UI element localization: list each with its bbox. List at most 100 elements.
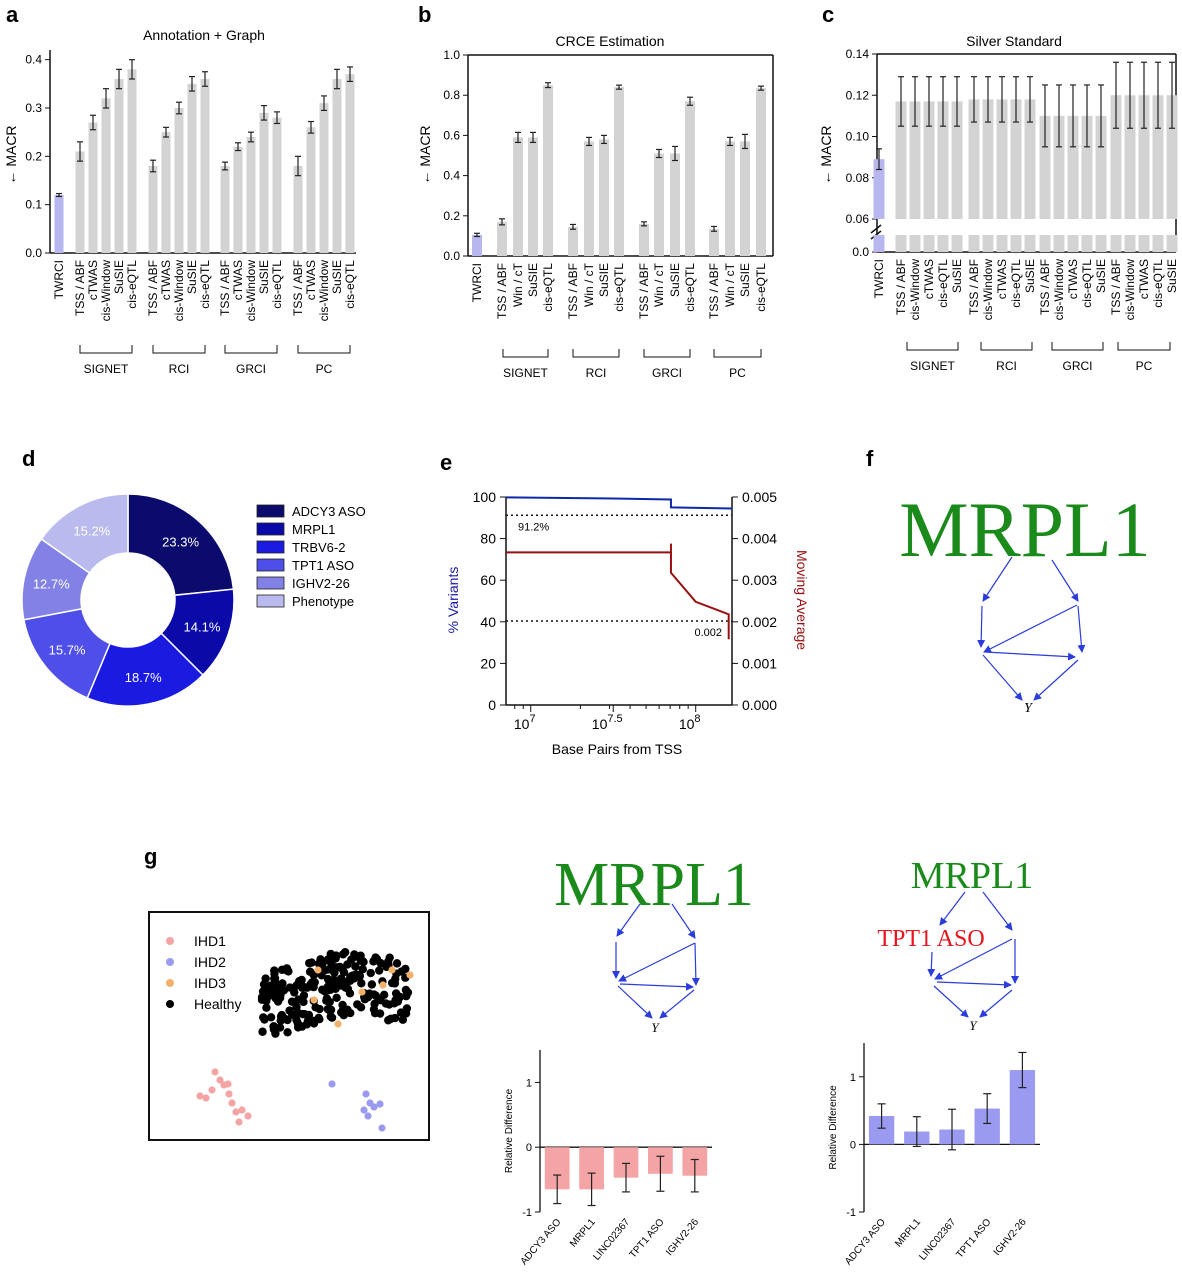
y-tick-label: -1 xyxy=(522,1207,532,1219)
chart-g1: -1 0 1 Relative Difference ADCY3 ASO MRPL1LIN… xyxy=(504,1050,712,1267)
y2-tick-label: 0.005 xyxy=(742,489,777,505)
graph-edge xyxy=(1077,605,1086,653)
bar xyxy=(75,151,85,253)
graph-f-outcome: Y xyxy=(1024,701,1034,716)
category-label: cis-eQTL xyxy=(198,260,212,309)
bar xyxy=(1166,95,1178,219)
graph-f-title: MRPL1 xyxy=(899,486,1150,573)
y-tick-label: 0.4 xyxy=(25,53,42,67)
scatter-point xyxy=(357,979,366,988)
bar-lower xyxy=(1138,235,1150,252)
category-label: TSS / ABF xyxy=(967,259,981,315)
category-label: MRPL1 xyxy=(568,1217,598,1250)
scatter-point xyxy=(258,1027,267,1036)
group-bracket xyxy=(980,342,1033,351)
category-label: cTWAS xyxy=(304,260,318,300)
scatter-point xyxy=(314,966,322,974)
bar xyxy=(968,99,980,219)
category-label: SuSIE xyxy=(1023,259,1037,293)
category-label: TSS / ABF xyxy=(495,263,509,319)
category-label: SuSIE xyxy=(738,263,752,297)
scatter-point xyxy=(211,1068,219,1076)
x-tick-label: 107 xyxy=(514,713,536,732)
scatter-point xyxy=(406,971,414,979)
legend-label: Phenotype xyxy=(292,594,354,609)
bar xyxy=(599,139,609,256)
bar-lower xyxy=(909,235,921,252)
bar xyxy=(187,83,197,253)
bar xyxy=(982,99,994,219)
bar xyxy=(293,166,303,253)
scatter-point xyxy=(374,994,384,1004)
bar xyxy=(200,79,210,253)
bar xyxy=(923,101,935,219)
chart-c-ylabel: ← MACR xyxy=(818,125,834,184)
chart-e-xlabel: Base Pairs from TSS xyxy=(552,741,682,757)
graph-edge xyxy=(671,903,696,939)
scatter-point xyxy=(385,1000,394,1009)
group-bracket xyxy=(297,345,351,354)
bar xyxy=(528,137,538,256)
scatter-point xyxy=(232,1108,240,1116)
scatter-point xyxy=(360,1106,368,1114)
group-label: SIGNET xyxy=(503,366,548,380)
scatter-point xyxy=(366,968,375,978)
category-label: TSS / ABF xyxy=(73,260,87,316)
bar xyxy=(513,137,523,256)
category-label: TSS / ABF xyxy=(291,260,305,316)
bar xyxy=(1039,115,1051,219)
graph-edge xyxy=(933,985,969,1018)
bar xyxy=(148,166,158,253)
donut-slice xyxy=(127,493,235,597)
scatter-point xyxy=(376,1100,384,1108)
scatter-point xyxy=(270,974,279,983)
slice-label: 12.7% xyxy=(33,576,70,591)
causal-graph-f: MRPL1 Y xyxy=(899,486,1150,716)
category-label: ADCY3 ASO xyxy=(843,1217,888,1268)
scatter-point xyxy=(364,1112,372,1120)
scatter-point xyxy=(343,1005,352,1015)
y-tick-label: -1 xyxy=(846,1207,856,1219)
category-label: cis-Window xyxy=(172,260,186,322)
panel-letter-e: e xyxy=(440,450,452,475)
bar-lower xyxy=(951,235,963,252)
bar-lower xyxy=(996,235,1008,252)
category-label: TSS / ABF xyxy=(566,263,580,319)
series-line-variants xyxy=(505,496,733,510)
category-label: TSS / ABF xyxy=(146,260,160,316)
bar xyxy=(345,74,355,254)
bar xyxy=(543,85,553,257)
category-label: cis-eQTL xyxy=(1151,259,1165,308)
y-tick-label: 0.3 xyxy=(25,101,42,115)
scatter-point xyxy=(271,1029,280,1038)
bar xyxy=(246,137,256,253)
bar xyxy=(584,141,594,256)
y-tick-label: 80 xyxy=(480,531,496,547)
group-bracket xyxy=(906,342,959,351)
y-tick-label: 100 xyxy=(473,489,497,505)
bar xyxy=(306,127,316,253)
category-label: TSS / ABF xyxy=(1109,259,1123,315)
category-label: cis-Window xyxy=(1123,259,1137,321)
bar-lower xyxy=(873,235,885,252)
group-label: PC xyxy=(1136,359,1153,373)
bar xyxy=(614,87,624,256)
group-bracket xyxy=(79,345,133,354)
bar xyxy=(101,98,111,253)
category-label: TPT1 ASO xyxy=(628,1217,667,1261)
group-label: GRCI xyxy=(1063,359,1093,373)
graph-edge xyxy=(983,604,1078,653)
chart-c-title: Silver Standard xyxy=(966,33,1062,49)
graph-g1-title: MRPL1 xyxy=(554,851,754,919)
bar xyxy=(161,132,171,253)
group-bracket xyxy=(152,345,206,354)
bar xyxy=(725,141,735,256)
bar xyxy=(497,221,507,256)
graph-edge xyxy=(936,980,1012,989)
graph-edge xyxy=(982,891,1013,931)
bar xyxy=(1138,95,1150,219)
bar xyxy=(639,223,649,256)
legend-label: IHD1 xyxy=(194,933,226,949)
group-label: PC xyxy=(316,362,333,376)
legend-dot xyxy=(166,958,174,966)
